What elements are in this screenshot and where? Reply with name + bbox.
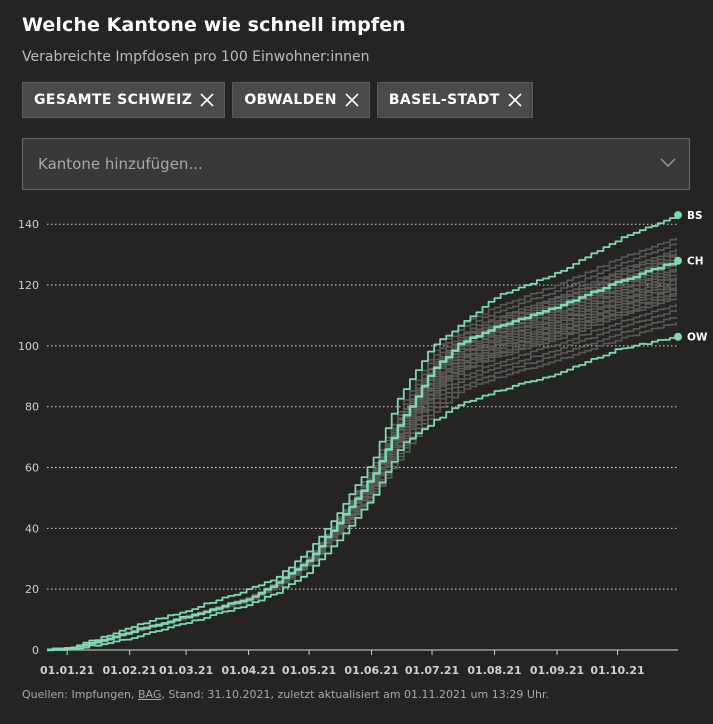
x-tick-label: 01.02.21 [103,664,157,675]
y-tick-label: 40 [25,522,39,535]
series-end-label: BS [687,210,703,222]
chip-label: BASEL-STADT [388,92,500,108]
canton-line [47,288,677,651]
chip-label: GESAMTE SCHWEIZ [34,92,193,108]
canton-select-placeholder: Kantone hinzufügen... [38,155,203,173]
source-footer: Quellen: Impfungen, BAG, Stand: 31.10.20… [22,688,549,701]
vaccination-line-chart: BS CH OW 0 20 40 60 80 100 120 140 01.01.21 01.02.2… [18,210,708,675]
x-tick-label: 01.08.21 [467,664,521,675]
source-prefix: Quellen: Impfungen, [22,688,138,701]
x-tick-label: 01.09.21 [530,664,584,675]
close-icon[interactable] [508,93,522,107]
source-suffix: , Stand: 31.10.2021, zuletzt aktualisier… [161,688,549,701]
canton-line [47,298,677,651]
canton-line [47,265,677,651]
y-tick-label: 0 [32,644,39,657]
other-cantons-lines [47,237,677,651]
x-tick-label: 01.06.21 [344,664,398,675]
y-tick-label: 120 [18,279,39,292]
y-tick-label: 60 [25,462,39,475]
y-tick-label: 80 [25,401,39,414]
x-tick-label: 01.04.21 [221,664,275,675]
canton-line [47,253,677,651]
series-end-label: OW [687,332,708,344]
series-end-dot [674,211,682,220]
chip-label: OBWALDEN [244,92,337,108]
canton-line [47,243,677,651]
y-tick-label: 100 [18,340,39,353]
canton-line [47,258,677,651]
chip-obwalden[interactable]: OBWALDEN [232,82,370,118]
y-tick-label: 20 [25,583,39,596]
chart-subtitle: Verabreichte Impfdosen pro 100 Einwohner… [22,49,370,65]
axis-layer: 0 20 40 60 80 100 120 140 01.01.21 01.02.21 01.03.… [18,218,645,675]
series-end-dot [674,256,682,265]
x-tick-label: 01.07.21 [405,664,459,675]
chip-gesamte-schweiz[interactable]: GESAMTE SCHWEIZ [22,82,226,118]
canton-line [47,282,677,651]
canton-select[interactable]: Kantone hinzufügen... [22,138,690,190]
source-link-bag[interactable]: BAG [137,688,162,701]
x-tick-label: 01.01.21 [40,664,94,675]
x-tick-label: 01.03.21 [159,664,213,675]
series-line-ch [47,261,678,652]
chip-basel-stadt[interactable]: BASEL-STADT [376,82,533,118]
selected-cantons: GESAMTE SCHWEIZ OBWALDEN BASEL-STADT [22,82,533,118]
series-line-bs [47,215,677,651]
close-icon[interactable] [200,93,214,107]
x-tick-label: 01.05.21 [282,664,336,675]
grid-layer [47,223,678,651]
y-tick-label: 140 [18,218,39,231]
chart-title: Welche Kantone wie schnell impfen [22,14,406,36]
chevron-down-icon [660,158,676,167]
canton-line [47,270,677,651]
series-line-ow [47,337,677,651]
canton-line [47,277,677,651]
series-end-dot [674,332,682,341]
close-icon[interactable] [345,93,359,107]
canton-line [47,291,677,651]
series-end-label: CH [687,256,704,268]
x-tick-label: 01.10.21 [590,664,644,675]
highlighted-series: BS CH OW [47,210,708,652]
